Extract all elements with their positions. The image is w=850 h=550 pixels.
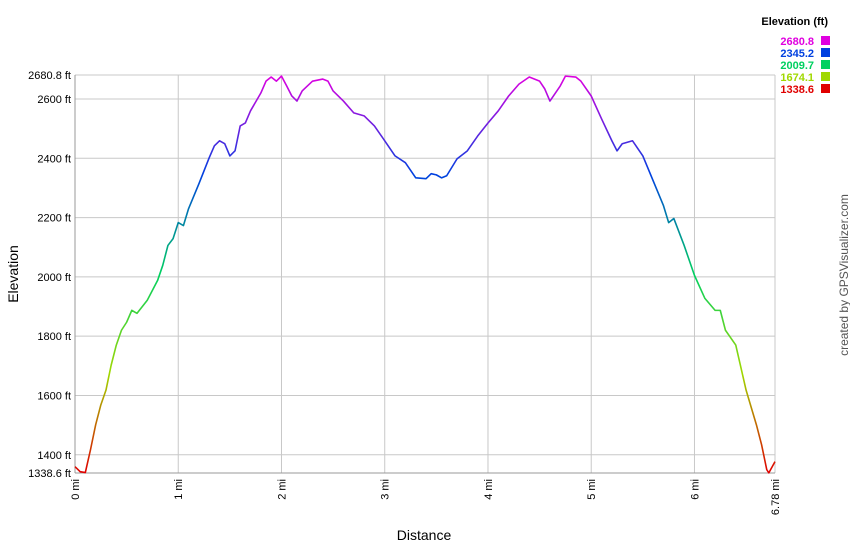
legend-label: 2680.8 (780, 36, 814, 48)
x-tick-label: 3 mi (380, 479, 392, 500)
y-tick-label: 1800 ft (37, 331, 71, 343)
legend-label: 1338.6 (780, 84, 814, 96)
legend-swatch (821, 48, 830, 57)
y-tick-label: 1338.6 ft (28, 468, 71, 480)
y-tick-label: 2680.8 ft (28, 70, 71, 82)
credit: created by GPSVisualizer.com (837, 194, 850, 356)
x-tick-label: 4 mi (483, 479, 495, 500)
legend-swatch (821, 72, 830, 81)
y-axis-title: Elevation (5, 245, 21, 303)
x-tick-label: 5 mi (586, 479, 598, 500)
legend-label: 2009.7 (780, 60, 814, 72)
x-tick-label: 6 mi (689, 479, 701, 500)
x-tick-label: 6.78 mi (770, 479, 782, 515)
y-tick-label: 1400 ft (37, 450, 71, 462)
y-tick-label: 2200 ft (37, 213, 71, 225)
y-tick-label: 1600 ft (37, 390, 71, 402)
legend-label: 2345.2 (780, 48, 814, 60)
x-tick-label: 1 mi (173, 479, 185, 500)
legend-label: 1674.1 (780, 72, 814, 84)
y-tick-label: 2600 ft (37, 94, 71, 106)
y-tick-label: 2000 ft (37, 272, 71, 284)
elevation-line (74, 75, 776, 474)
legend-title: Elevation (ft) (761, 16, 828, 28)
legend-swatch (821, 60, 830, 69)
legend-swatch (821, 36, 830, 45)
x-axis-title: Distance (397, 527, 452, 543)
x-tick-label: 0 mi (70, 479, 82, 500)
x-tick-label: 2 mi (276, 479, 288, 500)
legend-swatch (821, 84, 830, 93)
y-tick-label: 2400 ft (37, 153, 71, 165)
